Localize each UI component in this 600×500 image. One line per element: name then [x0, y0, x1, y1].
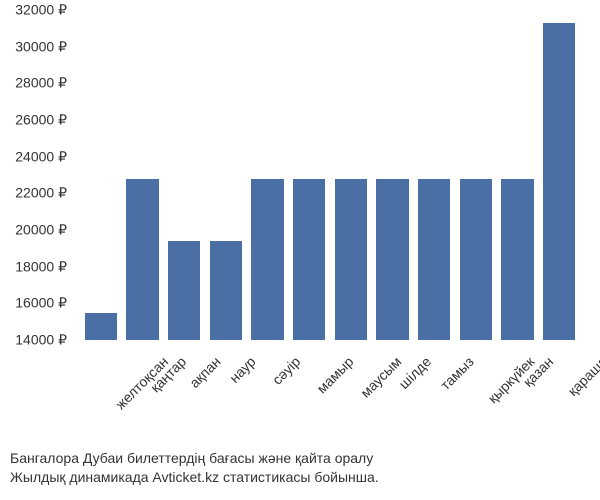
bar — [543, 23, 576, 340]
bar — [251, 179, 284, 340]
bar — [376, 179, 409, 340]
y-tick-label: 28000 ₽ — [15, 75, 67, 92]
y-tick-label: 22000 ₽ — [15, 185, 67, 202]
plot-area — [80, 10, 580, 340]
y-tick-label: 18000 ₽ — [15, 258, 67, 275]
x-tick-label: мамыр — [314, 353, 357, 396]
bar — [293, 179, 326, 340]
bar — [126, 179, 159, 340]
chart-caption: Бангалора Дубаи билеттердің бағасы және … — [10, 449, 379, 488]
y-tick-label: 20000 ₽ — [15, 222, 67, 239]
bar — [501, 179, 534, 340]
caption-line-2: Жылдық динамикада Avticket.kz статистика… — [10, 468, 379, 488]
x-tick-label: шілде — [395, 353, 434, 392]
x-tick-label: маусым — [357, 353, 404, 400]
y-tick-label: 26000 ₽ — [15, 112, 67, 129]
y-tick-label: 14000 ₽ — [15, 332, 67, 349]
x-tick-label: ақпан — [186, 353, 223, 390]
bar — [460, 179, 493, 340]
x-tick-label: сәуір — [268, 353, 302, 387]
y-axis: 14000 ₽16000 ₽18000 ₽20000 ₽22000 ₽24000… — [0, 10, 75, 340]
y-tick-label: 30000 ₽ — [15, 38, 67, 55]
bar — [210, 241, 243, 340]
caption-line-1: Бангалора Дубаи билеттердің бағасы және … — [10, 449, 379, 469]
y-tick-label: 16000 ₽ — [15, 295, 67, 312]
y-tick-label: 32000 ₽ — [15, 2, 67, 19]
bar — [85, 313, 118, 341]
y-tick-label: 24000 ₽ — [15, 148, 67, 165]
bar — [168, 241, 201, 340]
x-axis-labels: желтоқсанқаңтарақпаннаурсәуірмамырмаусым… — [80, 345, 580, 445]
x-tick-label: қараша — [565, 353, 600, 399]
x-tick-label: наур — [226, 353, 259, 386]
x-tick-label: тамыз — [437, 353, 477, 393]
bar — [335, 179, 368, 340]
bar — [418, 179, 451, 340]
